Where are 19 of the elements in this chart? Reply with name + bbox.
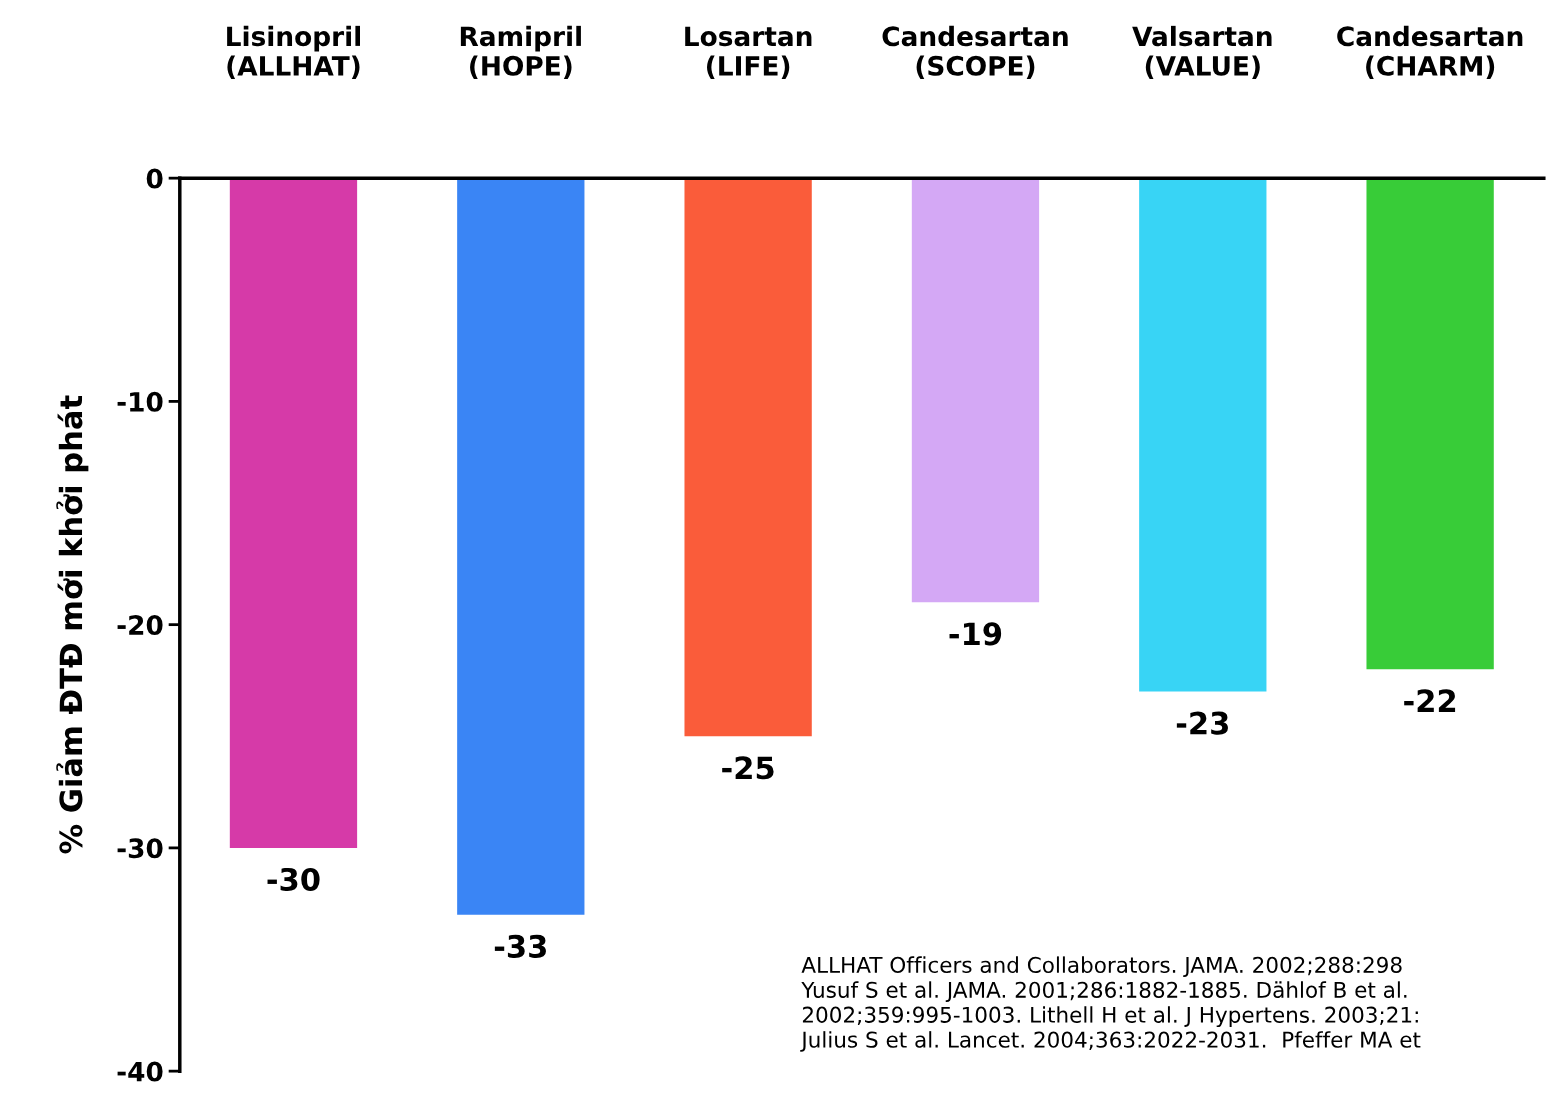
data-label: -22: [1404, 689, 1456, 712]
data-label: -19: [949, 622, 1002, 646]
y-tick-label: -10: [117, 391, 163, 412]
y-tick-label: -20: [117, 615, 163, 636]
y-axis-title: % Giảm ĐTĐ mới khởi phát: [56, 395, 89, 854]
y-tick-label: -40: [117, 1061, 163, 1082]
data-label: -30: [267, 867, 320, 891]
x-tick-label: Ramipril (HOPE): [460, 25, 581, 79]
x-tick-label: Candesartan (CHARM): [1337, 25, 1523, 79]
data-label: -33: [494, 934, 546, 958]
y-tick-label: 0: [146, 168, 163, 189]
data-label: -23: [1176, 711, 1228, 735]
x-tick-label: Candesartan (SCOPE): [882, 25, 1068, 79]
data-label: -25: [722, 756, 774, 780]
x-tick-label: Valsartan (VALUE): [1132, 25, 1272, 79]
annotation: ALLHAT Officers and Collaborators. JAMA. 2002;288:298 Yusuf S et al. JAMA. 2001;286:1882-1885. Dählof B et al. 2002;359:995-1003. Lithell H et al. J Hypertens. 2003;21: Julius S et al. Lancet. 2004;363:2022-2031. Pfeffer MA et: [800, 956, 1421, 1052]
x-tick-label: Losartan (LIFE): [685, 26, 812, 79]
y-tick-label: -30: [117, 838, 163, 859]
x-tick-label: Lisinopril (ALLHAT): [227, 25, 361, 79]
